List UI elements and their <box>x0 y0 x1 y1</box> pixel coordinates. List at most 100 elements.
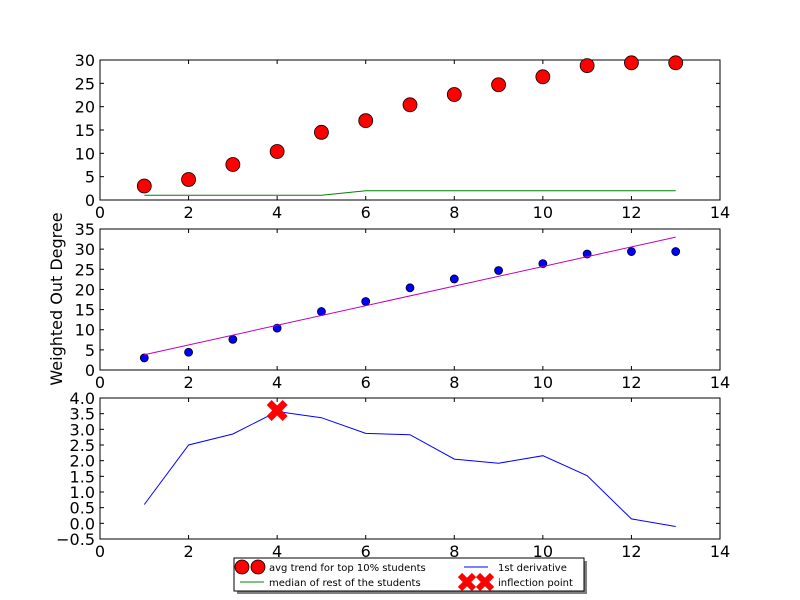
plot-area <box>99 397 721 540</box>
data-point <box>535 69 551 85</box>
inflection-marker-stroke <box>266 400 288 422</box>
x-tick-label: 6 <box>361 542 371 561</box>
series-line <box>143 410 676 527</box>
x-tick-label: 2 <box>183 373 193 392</box>
legend-swatch-circle <box>250 559 266 575</box>
data-point <box>446 87 462 102</box>
y-tick-label: 15 <box>75 121 95 140</box>
x-tick-label: 8 <box>449 542 459 561</box>
x-tick-label: 10 <box>533 542 553 561</box>
data-point <box>494 266 503 275</box>
legend-swatch-red-circles <box>234 559 266 575</box>
y-tick-label: 1.5 <box>70 467 95 486</box>
x-tick-label: 2 <box>183 203 193 222</box>
legend-swatch-x <box>475 572 495 592</box>
x-tick-label: 4 <box>272 203 282 222</box>
y-tick-label: 2.5 <box>70 436 95 455</box>
y-tick-label: 5 <box>85 341 95 360</box>
y-tick-label: −0.5 <box>56 530 95 549</box>
data-point <box>361 297 371 306</box>
x-tick-label: 2 <box>183 542 193 561</box>
y-tick-label: 0 <box>85 361 95 380</box>
x-tick-label: 8 <box>449 203 459 222</box>
y-tick-label: 0.5 <box>70 499 95 518</box>
y-tick-label: 15 <box>75 301 95 320</box>
data-point <box>136 178 152 194</box>
y-tick-label: 25 <box>75 74 95 93</box>
x-tick-label: 14 <box>710 203 730 222</box>
data-point <box>624 55 639 71</box>
data-point <box>668 55 684 71</box>
legend-swatch-red-x <box>457 572 495 592</box>
data-point <box>184 347 193 357</box>
y-tick-label: 20 <box>75 280 95 299</box>
data-point <box>491 77 506 93</box>
x-tick-label: 4 <box>272 373 282 392</box>
series-line <box>144 236 676 356</box>
data-point <box>269 144 285 159</box>
x-tick-label: 6 <box>361 373 371 392</box>
y-tick-label: 5 <box>85 168 95 187</box>
plot-area <box>99 59 721 201</box>
legend-swatch-x-stroke <box>457 572 477 592</box>
y-tick-label: 2.0 <box>70 452 95 471</box>
y-axis-label: Weighted Out Degree <box>47 212 66 385</box>
x-tick-label: 0 <box>95 203 105 222</box>
legend-swatch-x-stroke <box>475 572 495 592</box>
y-tick-label: 4.0 <box>70 389 95 408</box>
legend-label: avg trend for top 10% students <box>269 563 426 574</box>
y-tick-label: 1.0 <box>70 483 95 502</box>
x-tick-label: 14 <box>710 542 730 561</box>
y-tick-label: 20 <box>75 98 95 117</box>
series-line <box>144 190 676 196</box>
x-tick-label: 12 <box>621 373 641 392</box>
data-point <box>579 58 595 73</box>
legend-swatch-circle <box>234 559 250 575</box>
legend-entry-first-derivative: 1st derivative <box>464 563 567 574</box>
legend-label: 1st derivative <box>498 563 567 574</box>
x-tick-label: 0 <box>95 542 105 561</box>
data-point <box>139 353 149 363</box>
x-tick-label: 6 <box>361 203 371 222</box>
legend-swatch-x <box>457 572 477 592</box>
panel-bottom-derivative: 0 2 4 6 8 10 12 14 −0.50.00.51.01.52.02.53.03.54… <box>56 389 730 561</box>
y-tick-label: 3.5 <box>70 405 95 424</box>
x-tick-label: 10 <box>533 373 553 392</box>
y-tick-label: 25 <box>75 260 95 279</box>
data-point <box>449 274 459 284</box>
inflection-marker <box>266 400 288 422</box>
y-tick-label: 30 <box>75 240 95 259</box>
y-tick-label: 10 <box>75 321 95 340</box>
x-tick-label: 0 <box>95 373 105 392</box>
y-tick-label: 0.0 <box>70 514 95 533</box>
x-tick-label: 12 <box>621 203 641 222</box>
data-point <box>225 157 241 172</box>
y-tick-label: 30 <box>75 51 95 70</box>
data-point <box>358 113 374 129</box>
x-tick-label: 12 <box>621 542 641 561</box>
y-tick-label: 0 <box>85 191 95 210</box>
legend-frame <box>233 557 585 592</box>
legend-entry-median-rest: median of rest of the students <box>240 578 421 589</box>
x-tick-label: 4 <box>272 542 282 561</box>
legend: avg trend for top 10% students median of… <box>233 557 587 594</box>
data-point <box>314 124 329 140</box>
legend-label: inflection point <box>498 578 573 589</box>
data-point <box>671 247 681 256</box>
data-point <box>181 172 196 187</box>
legend-entry-top-students: avg trend for top 10% students <box>234 559 426 575</box>
y-tick-label: 3.0 <box>70 420 95 439</box>
x-tick-label: 10 <box>533 203 553 222</box>
data-point <box>405 283 415 293</box>
y-tick-label: 35 <box>75 220 95 239</box>
data-point <box>402 97 418 113</box>
plot-area <box>99 228 721 371</box>
x-tick-label: 8 <box>449 373 459 392</box>
x-tick-label: 14 <box>710 373 730 392</box>
legend-entry-inflection-point: inflection point <box>457 572 573 592</box>
data-point <box>228 334 238 344</box>
data-point <box>627 247 636 256</box>
legend-label: median of rest of the students <box>269 578 421 589</box>
